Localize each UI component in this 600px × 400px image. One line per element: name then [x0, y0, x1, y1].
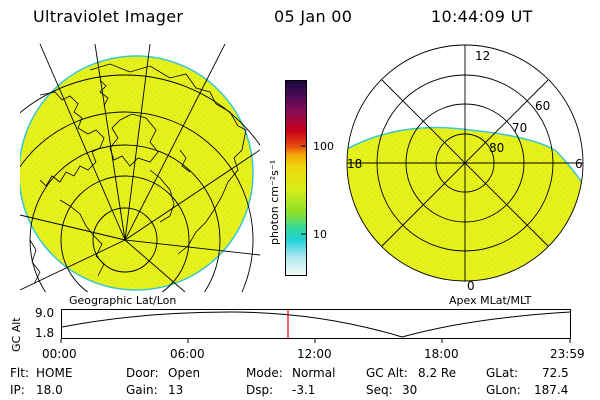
x-tick-2359: 23:59 — [550, 347, 585, 361]
mlt-6-label: 6 — [575, 157, 583, 171]
door-label: Door: — [126, 366, 159, 380]
mlat-60-label: 60 — [535, 99, 550, 113]
glon-value: 187.4 — [534, 383, 569, 397]
x-tick-1200: 12:00 — [297, 347, 332, 361]
mlt-18-label: 18 — [347, 157, 362, 171]
colorbar-unit-label: photon cm⁻²s⁻¹ — [268, 159, 281, 245]
door-value: Open — [168, 366, 201, 380]
apex-polar-plot: 12 18 6 0 60 70 80 — [346, 44, 584, 293]
image-disk — [20, 55, 254, 291]
gain-label: Gain: — [126, 383, 158, 397]
header-time: 10:44:09 UT — [431, 7, 533, 26]
left-panel-caption: Geographic Lat/Lon — [69, 294, 177, 307]
ip-label: IP: — [10, 383, 25, 397]
x-tick-0000: 00:00 — [42, 347, 77, 361]
flt-value: HOME — [36, 366, 73, 380]
dsp-label: Dsp: — [246, 383, 274, 397]
glon-label: GLon: — [486, 383, 521, 397]
colorbar-tick-100: 100 — [313, 140, 334, 153]
altitude-timeline — [60, 309, 571, 343]
gcalt-label: GC Alt: — [366, 366, 408, 380]
colorbar-tick-10: 10 — [313, 228, 327, 241]
mode-label: Mode: — [246, 366, 283, 380]
altitude-ymax: 9.0 — [35, 306, 55, 320]
mode-value: Normal — [292, 366, 336, 380]
seq-value: 30 — [402, 383, 418, 397]
gcalt-value: 8.2 Re — [418, 366, 457, 380]
dsp-value: -3.1 — [292, 383, 316, 397]
mlt-12-label: 12 — [475, 49, 490, 63]
altitude-curve — [61, 311, 571, 338]
glat-value: 72.5 — [542, 366, 569, 380]
gain-value: 13 — [168, 383, 184, 397]
glat-label: GLat: — [486, 366, 519, 380]
mlat-80-label: 80 — [489, 141, 504, 155]
x-tick-0600: 06:00 — [170, 347, 205, 361]
mlat-70-label: 70 — [512, 121, 527, 135]
coastline-icon — [29, 63, 247, 285]
altitude-axis-label: GC Alt — [10, 317, 23, 352]
mlt-0-label: 0 — [467, 279, 475, 293]
header-date: 05 Jan 00 — [274, 7, 353, 26]
instrument-title: Ultraviolet Imager — [33, 7, 184, 26]
x-tick-1800: 18:00 — [424, 347, 459, 361]
geographic-map — [20, 44, 260, 292]
ip-value: 18.0 — [36, 383, 63, 397]
flt-label: Flt: — [10, 366, 29, 380]
altitude-ymin: 1.8 — [35, 326, 55, 340]
right-panel-caption: Apex MLat/MLT — [449, 294, 532, 307]
seq-label: Seq: — [366, 383, 393, 397]
colorbar — [285, 80, 307, 276]
